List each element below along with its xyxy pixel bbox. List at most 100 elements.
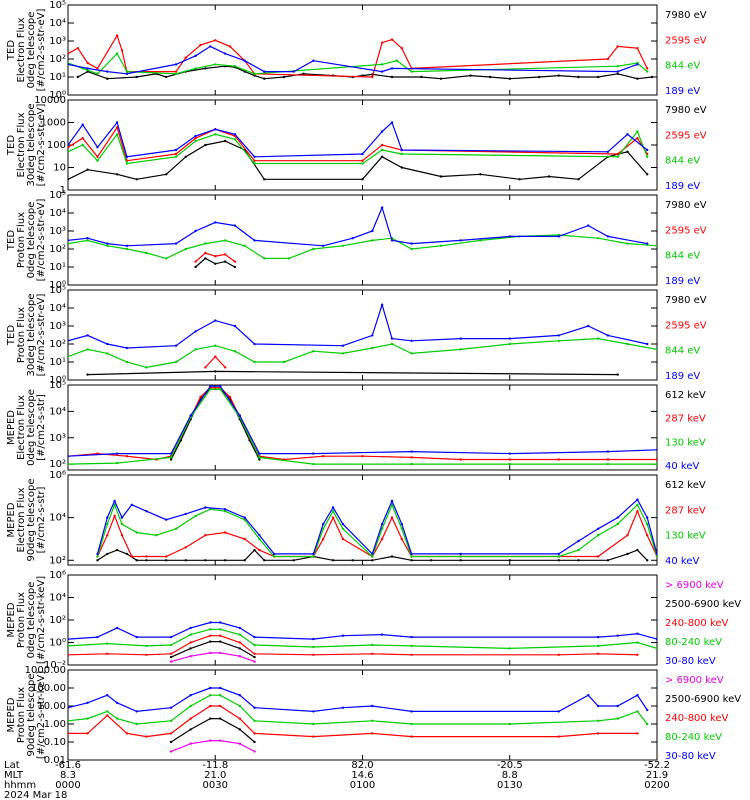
data-point: [209, 686, 212, 690]
data-point: [636, 641, 639, 644]
data-point: [636, 47, 639, 50]
data-point: [636, 130, 639, 133]
data-point: [165, 75, 168, 79]
data-point: [125, 244, 129, 247]
data-point: [209, 694, 212, 697]
legend-entry: 189 eV: [665, 371, 700, 382]
data-point: [219, 640, 222, 643]
data-point: [361, 455, 364, 458]
data-point: [233, 260, 237, 263]
data-point: [233, 138, 237, 141]
data-point: [596, 732, 600, 735]
y-axis-label: TED: [6, 135, 17, 156]
data-point: [390, 499, 394, 503]
data-point: [272, 555, 276, 558]
data-point: [577, 75, 580, 79]
data-point: [125, 70, 129, 73]
data-point: [106, 77, 109, 80]
data-point: [223, 239, 227, 242]
data-point: [184, 56, 187, 59]
y-tick-label: 10⁻²: [44, 660, 66, 671]
data-point: [68, 239, 70, 242]
data-point: [380, 522, 384, 526]
x-row-label: Lat: [4, 760, 20, 771]
data-point: [115, 626, 119, 630]
data-point: [86, 732, 89, 735]
y-axis-label: MEPED: [6, 697, 17, 732]
y-tick-label: 10⁵: [49, 380, 66, 391]
data-point: [243, 559, 246, 562]
data-point: [616, 70, 619, 73]
panel-p2: [67, 99, 658, 191]
data-point: [238, 655, 241, 658]
data-point: [646, 173, 649, 176]
data-point: [115, 717, 119, 720]
data-point: [587, 324, 590, 328]
data-point: [646, 522, 649, 526]
data-point: [115, 52, 119, 55]
series-line: [68, 52, 648, 75]
data-point: [400, 537, 403, 541]
legend-entry: 189 eV: [665, 86, 700, 97]
data-point: [646, 70, 649, 73]
data-point: [258, 534, 261, 537]
x-tick-label-lat: -11.8: [202, 760, 228, 771]
data-point: [174, 72, 178, 76]
data-point: [577, 539, 580, 543]
data-point: [165, 173, 168, 176]
data-point: [135, 178, 138, 181]
data-point: [410, 339, 413, 342]
data-point: [636, 548, 639, 552]
data-point: [135, 531, 138, 534]
data-point: [616, 45, 619, 48]
y-tick-label: 10⁶: [49, 470, 66, 481]
data-point: [115, 548, 119, 552]
data-point: [68, 732, 70, 735]
data-point: [145, 735, 148, 738]
data-point: [204, 366, 207, 369]
data-point: [86, 61, 89, 65]
data-point: [626, 133, 629, 136]
x-tick-label-mlt: 21.9: [646, 770, 668, 781]
data-point: [223, 531, 227, 534]
legend-entry: 844 eV: [665, 156, 700, 167]
data-point: [219, 621, 222, 624]
data-point: [184, 155, 187, 158]
data-point: [400, 47, 403, 50]
data-point: [371, 719, 374, 722]
data-point: [459, 239, 462, 242]
data-point: [155, 534, 158, 537]
data-point: [361, 152, 364, 156]
y-axis-label: 0deg telescope: [26, 389, 37, 466]
x-tick-label-mlt: 21.0: [204, 770, 226, 781]
data-point: [194, 514, 197, 518]
data-point: [189, 742, 192, 745]
data-point: [194, 134, 197, 138]
y-tick-label: 10⁰: [49, 280, 66, 291]
legend-entry: 2500-6900 keV: [665, 694, 741, 705]
data-point: [341, 352, 345, 355]
data-point: [371, 559, 374, 562]
data-point: [209, 508, 212, 511]
data-point: [233, 224, 237, 227]
data-point: [380, 633, 384, 636]
data-point: [243, 70, 246, 73]
data-point: [400, 152, 403, 156]
data-point: [459, 348, 462, 351]
data-point: [380, 41, 384, 44]
data-point: [410, 456, 413, 459]
data-point: [606, 334, 610, 337]
data-point: [145, 555, 148, 558]
data-point: [390, 121, 394, 124]
y-axis-label: Proton Flux: [16, 307, 27, 363]
data-point: [106, 642, 109, 645]
data-point: [106, 694, 109, 697]
data-point: [331, 506, 335, 509]
data-point: [616, 155, 619, 158]
y-axis-label: 0deg telescope: [26, 202, 37, 279]
data-point: [243, 537, 246, 541]
data-point: [169, 452, 173, 455]
data-point: [410, 559, 413, 562]
data-point: [361, 178, 364, 181]
y-tick-label: 10⁰: [49, 90, 66, 101]
